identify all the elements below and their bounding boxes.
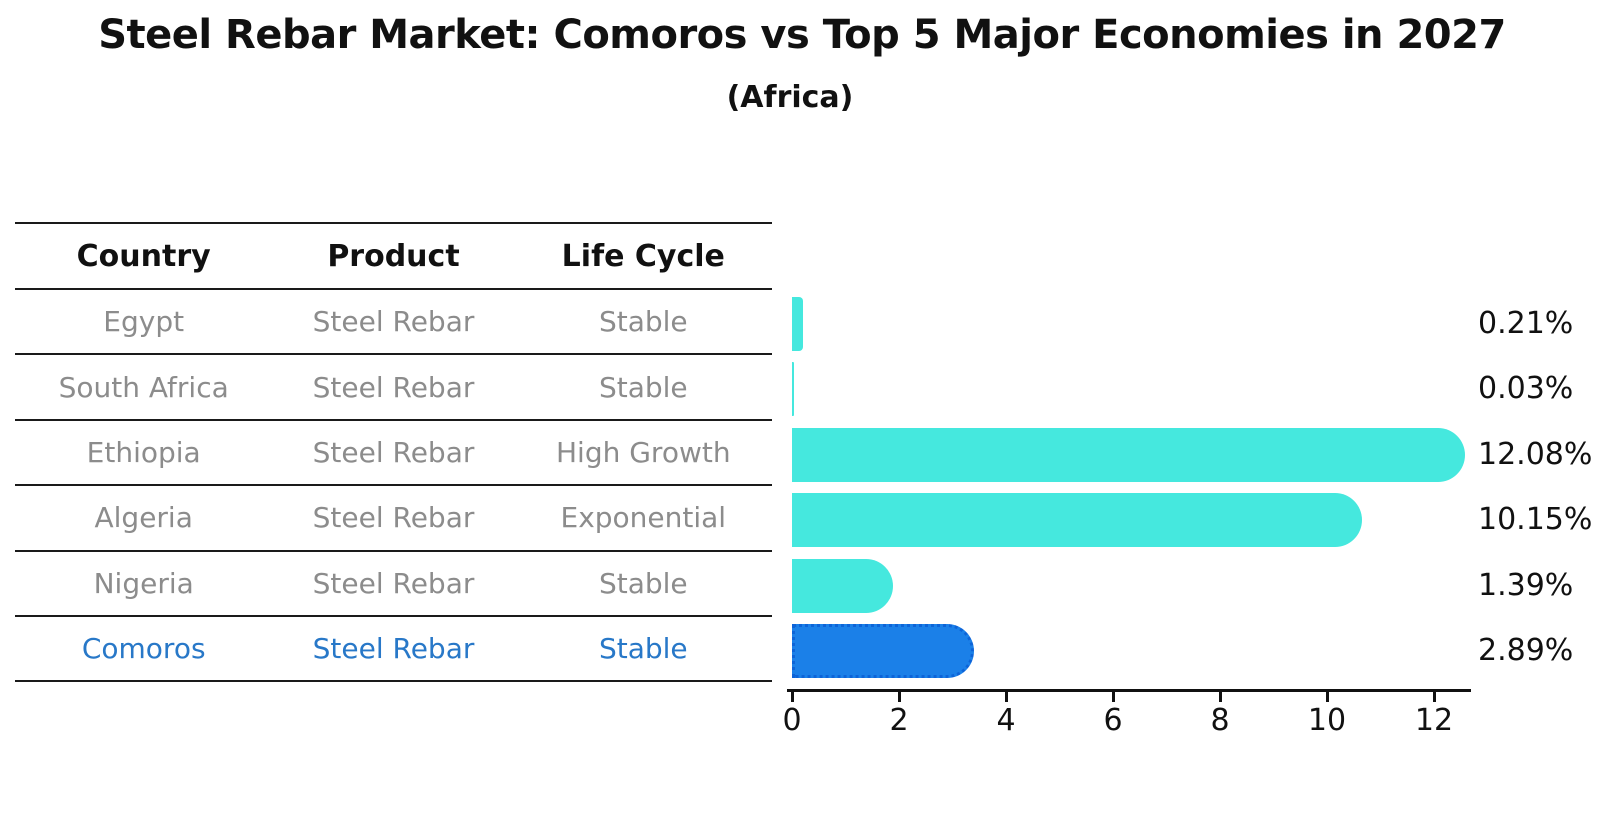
- x-tick-label-8: 8: [1210, 703, 1230, 738]
- x-tick-mark-8: [1218, 692, 1222, 702]
- country-table: Country Product Life Cycle Egypt Steel Re…: [15, 222, 772, 683]
- x-tick-label-6: 6: [1103, 703, 1123, 738]
- bar-south-africa: [792, 362, 794, 417]
- value-label-ethiopia: 12.08%: [1478, 436, 1593, 472]
- table-row-egypt: Egypt Steel Rebar Stable: [15, 288, 772, 353]
- bar-comoros: [792, 624, 974, 678]
- cell-product: Steel Rebar: [312, 305, 475, 339]
- cell-country: Nigeria: [93, 566, 194, 600]
- value-label-comoros: 2.89%: [1478, 633, 1574, 668]
- cell-life-cycle: Stable: [598, 305, 688, 339]
- x-axis-line: [787, 689, 1471, 692]
- cell-product: Steel Rebar: [312, 566, 475, 600]
- cell-life-cycle: Stable: [598, 632, 688, 666]
- x-tick-label-12: 12: [1414, 703, 1454, 738]
- cell-product: Steel Rebar: [312, 501, 475, 535]
- bar-nigeria: [792, 558, 894, 613]
- cell-country: Ethiopia: [86, 435, 201, 469]
- x-tick-label-0: 0: [782, 703, 802, 738]
- cell-life-cycle: Stable: [598, 370, 688, 404]
- x-tick-mark-6: [1111, 692, 1115, 702]
- x-tick-mark-4: [1004, 692, 1008, 702]
- cell-life-cycle: Stable: [598, 566, 688, 600]
- table-row-nigeria: Nigeria Steel Rebar Stable: [15, 549, 772, 615]
- cell-product: Steel Rebar: [312, 435, 475, 469]
- column-header-country: Country: [76, 238, 211, 274]
- x-tick-mark-0: [790, 692, 794, 702]
- chart-title: Steel Rebar Market: Comoros vs Top 5 Maj…: [98, 12, 1506, 58]
- table-row-ethiopia: Ethiopia Steel Rebar High Growth: [15, 418, 772, 484]
- cell-country: Algeria: [94, 501, 193, 535]
- x-tick-mark-10: [1325, 692, 1329, 702]
- cell-country: Egypt: [103, 305, 185, 339]
- cell-country: Comoros: [81, 632, 206, 666]
- x-tick-label-10: 10: [1307, 703, 1347, 738]
- cell-product: Steel Rebar: [312, 370, 475, 404]
- cell-life-cycle: Exponential: [560, 501, 727, 535]
- table-row-comoros: Comoros Steel Rebar Stable: [15, 614, 772, 680]
- bar-ethiopia: [792, 427, 1466, 482]
- x-tick-mark-12: [1432, 692, 1436, 702]
- value-label-algeria: 10.15%: [1478, 502, 1593, 538]
- value-label-egypt: 0.21%: [1478, 306, 1574, 341]
- x-tick-label-2: 2: [889, 703, 909, 738]
- chart-subtitle: (Africa): [726, 80, 854, 115]
- cell-life-cycle: High Growth: [555, 435, 731, 469]
- column-header-product: Product: [327, 238, 460, 274]
- value-label-nigeria: 1.39%: [1478, 567, 1574, 603]
- cell-product: Steel Rebar: [312, 632, 475, 666]
- x-tick-mark-2: [897, 692, 901, 702]
- bar-egypt: [792, 297, 804, 351]
- column-header-lifecycle: Life Cycle: [561, 238, 725, 274]
- value-label-south-africa: 0.03%: [1478, 371, 1574, 407]
- table-header-row: Country Product Life Cycle: [15, 222, 772, 288]
- cell-country: South Africa: [58, 370, 229, 404]
- table-row-south-africa: South Africa Steel Rebar Stable: [15, 353, 772, 418]
- table-row-algeria: Algeria Steel Rebar Exponential: [15, 484, 772, 549]
- x-tick-label-4: 4: [996, 703, 1016, 738]
- bar-algeria: [792, 493, 1363, 548]
